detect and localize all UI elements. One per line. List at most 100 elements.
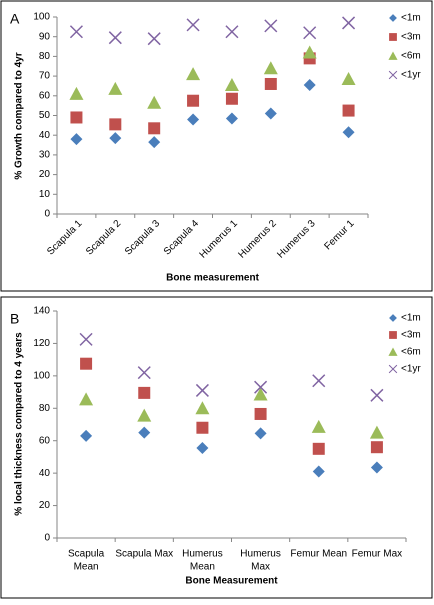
marker [342, 104, 355, 117]
marker [187, 113, 200, 126]
y-tick-label: 0 [44, 533, 50, 544]
marker [195, 401, 210, 415]
marker [389, 14, 397, 22]
y-axis-title: % Growth compared to 4yr [14, 52, 25, 179]
y-tick-label: 60 [39, 90, 51, 101]
marker [342, 16, 356, 30]
y-tick-label: 40 [39, 130, 51, 141]
marker [138, 386, 151, 399]
x-tick-label: Humerus 2 [236, 218, 279, 261]
marker [225, 92, 238, 105]
marker [388, 70, 398, 80]
legend-label: <1yr [401, 364, 421, 375]
y-axis-title: % local thickness compared to 4 years [14, 332, 25, 516]
marker [389, 33, 397, 41]
marker [264, 19, 278, 33]
legend-label: <1m [401, 313, 421, 324]
y-tick-label: 90 [39, 31, 51, 42]
marker [253, 387, 268, 401]
marker [69, 25, 83, 39]
marker [109, 118, 122, 131]
x-tick-label: Femur 1 [322, 218, 356, 252]
y-tick-label: 20 [39, 169, 51, 180]
marker [370, 441, 383, 454]
marker [312, 465, 325, 478]
x-tick-label: Femur Mean [290, 549, 347, 560]
y-tick-label: 80 [39, 51, 51, 62]
marker [195, 383, 209, 397]
marker [254, 380, 268, 394]
legend-label: <1yr [401, 70, 421, 81]
y-tick-label: 60 [39, 435, 51, 446]
panel-label: B [10, 311, 19, 327]
x-tick-label: Humerus 1 [198, 218, 241, 261]
marker [186, 67, 201, 81]
marker [225, 112, 238, 125]
marker [370, 461, 383, 474]
marker [311, 419, 326, 433]
legend-label: <3m [401, 330, 421, 341]
marker [263, 61, 278, 75]
marker [264, 77, 277, 90]
marker [147, 32, 161, 46]
marker [196, 421, 209, 434]
marker [108, 81, 123, 95]
marker [224, 77, 239, 91]
marker [341, 72, 356, 86]
y-tick-label: 30 [39, 150, 51, 161]
marker [70, 111, 83, 124]
panel-frame [0, 296, 433, 599]
marker [196, 442, 209, 455]
marker [388, 364, 398, 374]
y-tick-label: 0 [44, 209, 50, 220]
y-tick-label: 10 [39, 189, 51, 200]
marker [70, 133, 83, 146]
x-tick-label: Scapula [68, 549, 105, 560]
legend-label: <6m [401, 51, 421, 62]
marker [303, 26, 317, 40]
x-tick-label: Scapula 4 [162, 218, 202, 258]
marker [254, 407, 267, 420]
y-tick-label: 20 [39, 500, 51, 511]
x-tick-label: Mean [74, 562, 99, 573]
x-tick-label: Scapula 3 [123, 218, 163, 258]
marker [388, 51, 398, 60]
marker [186, 18, 200, 32]
x-tick-label: Scapula 1 [45, 218, 85, 258]
x-axis-title: Bone Measurement [185, 576, 278, 587]
panel-frame [0, 0, 433, 292]
marker [109, 132, 122, 145]
marker [225, 25, 239, 39]
legend-label: <1m [401, 13, 421, 24]
marker [79, 392, 94, 406]
x-tick-label: Mean [190, 562, 215, 573]
x-tick-label: Femur Max [352, 549, 403, 560]
marker [312, 442, 325, 455]
marker [138, 426, 151, 439]
marker [302, 45, 317, 59]
legend-label: <6m [401, 347, 421, 358]
marker [254, 427, 267, 440]
marker [148, 122, 161, 135]
marker [187, 94, 200, 107]
marker [370, 388, 384, 402]
y-tick-label: 70 [39, 71, 51, 82]
x-tick-label: Humerus [182, 549, 223, 560]
marker [80, 429, 93, 442]
marker [389, 331, 397, 339]
y-tick-label: 120 [33, 338, 50, 349]
x-tick-label: Humerus 3 [275, 218, 318, 261]
marker [312, 374, 326, 388]
marker [369, 425, 384, 439]
marker [80, 357, 93, 370]
y-tick-label: 50 [39, 110, 51, 121]
marker [137, 408, 152, 422]
x-tick-label: Scapula 2 [84, 218, 124, 258]
marker [389, 314, 397, 322]
x-tick-label: Scapula Max [115, 549, 173, 560]
marker [79, 332, 93, 346]
y-tick-label: 100 [33, 12, 50, 23]
y-tick-label: 100 [33, 370, 50, 381]
marker [108, 31, 122, 45]
